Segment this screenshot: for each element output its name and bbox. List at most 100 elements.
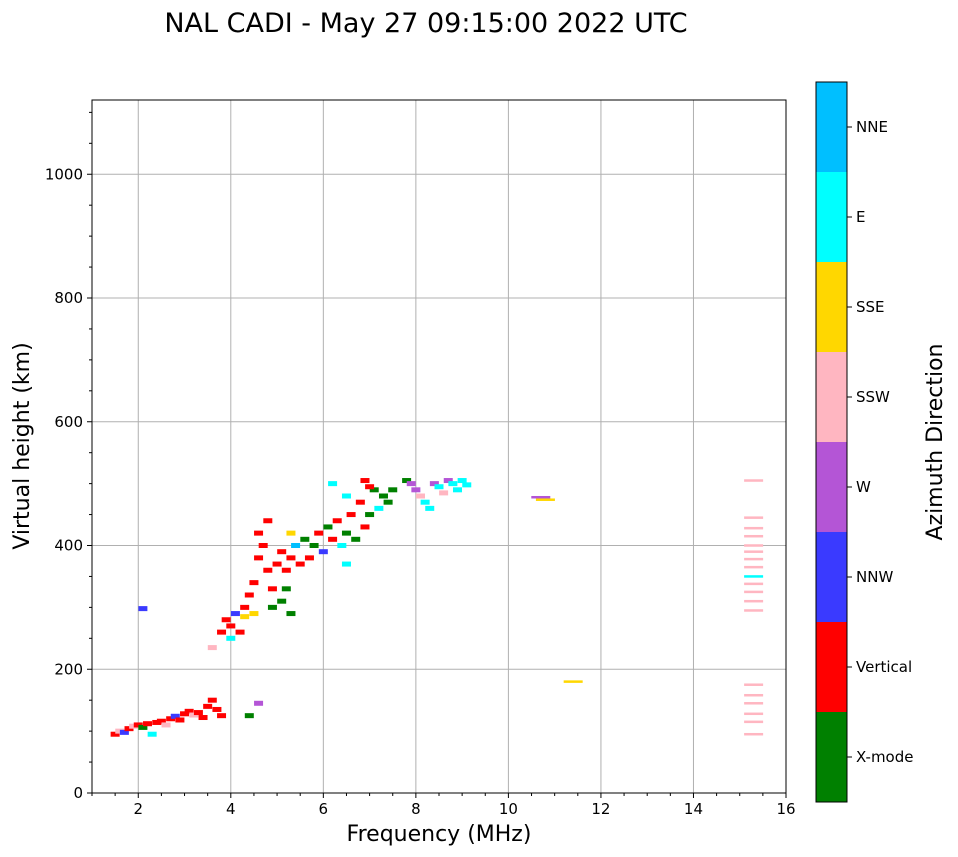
data-point-106 [744,575,764,578]
data-point-41 [258,543,268,548]
data-point-2 [119,729,129,735]
data-point-24 [244,713,254,719]
data-point-11 [161,722,171,728]
y-tick-label-2: 400 [54,537,83,555]
data-point-54 [295,561,305,567]
data-point-95 [531,495,551,499]
x-tick-label-1: 4 [226,800,236,818]
data-point-17 [189,712,199,718]
data-points [110,478,764,737]
data-point-88 [434,484,444,490]
data-point-104 [744,557,764,561]
data-point-80 [388,487,398,493]
data-point-1 [115,728,125,734]
data-point-40 [254,530,264,536]
data-point-56 [304,555,314,561]
data-point-71 [374,505,384,511]
colorbar-segment-vertical [816,622,847,712]
data-point-16 [184,708,194,714]
data-point-28 [217,629,227,635]
data-point-31 [226,635,236,641]
data-point-100 [744,526,764,530]
data-point-82 [406,481,416,487]
data-point-78 [365,484,375,490]
data-point-42 [263,518,273,524]
y-axis-label: Virtual height (km) [10,342,35,549]
data-point-32 [230,611,240,617]
data-point-73 [341,561,351,567]
data-point-19 [198,715,208,721]
plot-frame [92,100,786,793]
y-axis-ticks: 0 200 400 600 800 1000 [45,111,92,802]
x-tick-label-5: 12 [591,800,610,818]
data-point-70 [369,487,379,493]
data-point-85 [420,499,430,505]
data-point-52 [286,530,296,536]
plot-border [91,99,787,794]
data-point-34 [240,604,250,610]
data-point-57 [309,543,319,548]
data-point-12 [166,716,176,722]
data-point-53 [291,543,301,548]
data-point-89 [439,490,449,496]
data-point-114 [744,712,764,716]
data-point-68 [360,524,370,530]
colorbar-segment-nnw [816,532,847,622]
data-point-116 [744,732,764,736]
x-axis-label: Frequency (MHz) [347,822,532,847]
data-point-87 [429,481,439,487]
y-tick-label-5: 1000 [45,165,83,183]
data-point-5 [133,722,143,728]
colorbar-segment-nne [816,82,847,172]
data-point-86 [425,505,435,511]
data-point-9 [152,719,162,725]
colorbar-tick-label-1: Vertical [856,658,912,676]
data-point-63 [337,543,347,548]
data-point-38 [249,611,259,617]
y-tick-label-0: 0 [73,784,83,802]
colorbar-frame [815,81,848,803]
data-point-74 [286,611,296,617]
data-point-108 [744,590,764,594]
data-point-107 [744,582,764,586]
data-point-115 [744,720,764,724]
data-point-65 [346,512,356,518]
data-point-20 [203,703,213,709]
data-point-43 [263,567,273,573]
data-point-103 [744,550,764,553]
data-point-18 [193,710,203,716]
data-point-62 [332,518,342,524]
colorbar-label: Azimuth Direction [923,343,948,540]
colorbar-tick-label-3: W [856,478,871,496]
plot-area: 2 4 6 8 10 12 14 16 0 200 400 600 800 1000 [45,99,796,818]
data-point-67 [355,499,365,505]
data-point-36 [244,592,254,598]
colorbar-tick-label-6: E [856,208,865,226]
data-point-35 [240,614,250,620]
data-point-94 [462,482,472,488]
colorbar-tick-label-0: X-mode [856,748,913,766]
data-point-8 [147,731,157,737]
data-point-72 [378,493,388,499]
colorbar-segment-x-mode [816,712,847,802]
data-point-92 [453,487,463,493]
colorbar-tick-label-4: SSW [856,388,890,406]
colorbar-tick-label-7: NNE [856,118,888,136]
data-point-98 [744,479,764,482]
data-point-90 [443,478,453,484]
data-point-7 [143,721,153,727]
data-point-84 [415,493,425,499]
data-point-111 [744,683,764,686]
data-point-15 [180,711,190,717]
data-point-6 [138,724,148,730]
data-point-48 [277,549,287,555]
colorbar-segment-ssw [816,352,847,442]
colorbar-segment-e [816,172,847,262]
data-point-60 [323,524,333,530]
data-point-29 [221,617,231,623]
data-point-10 [156,718,166,724]
data-point-110 [744,609,764,612]
data-point-59 [318,549,328,555]
data-point-75 [328,481,338,487]
